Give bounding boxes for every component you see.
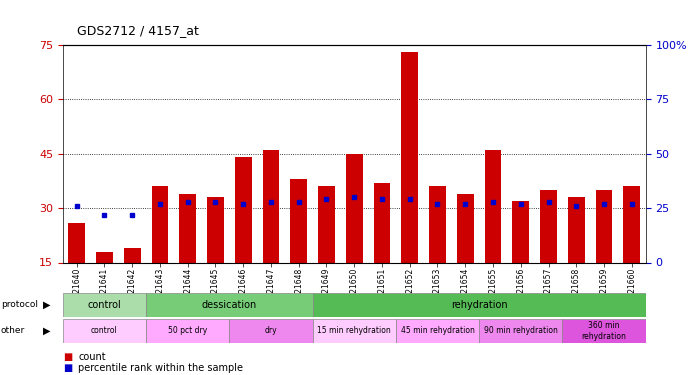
- Bar: [63, 319, 146, 343]
- Bar: [313, 292, 646, 317]
- Text: 45 min rehydration: 45 min rehydration: [401, 326, 475, 335]
- Text: protocol: protocol: [1, 300, 38, 309]
- Bar: [262, 150, 279, 262]
- Text: 90 min rehydration: 90 min rehydration: [484, 326, 558, 335]
- Bar: [568, 197, 585, 262]
- Bar: [401, 52, 418, 262]
- Bar: [207, 197, 224, 262]
- Bar: [373, 183, 390, 262]
- Text: ■: ■: [63, 363, 72, 373]
- Bar: [540, 190, 557, 262]
- Bar: [563, 319, 646, 343]
- Bar: [63, 292, 146, 317]
- Bar: [151, 186, 168, 262]
- Bar: [235, 158, 251, 262]
- Bar: [313, 319, 396, 343]
- Bar: [479, 319, 563, 343]
- Text: control: control: [91, 326, 118, 335]
- Text: count: count: [78, 352, 106, 362]
- Bar: [146, 319, 230, 343]
- Bar: [512, 201, 529, 262]
- Bar: [623, 186, 640, 262]
- Text: dessication: dessication: [202, 300, 257, 310]
- Text: other: other: [1, 326, 25, 335]
- Bar: [429, 186, 446, 262]
- Text: percentile rank within the sample: percentile rank within the sample: [78, 363, 243, 373]
- Bar: [124, 248, 140, 262]
- Text: 50 pct dry: 50 pct dry: [168, 326, 207, 335]
- Text: 15 min rehydration: 15 min rehydration: [318, 326, 391, 335]
- Bar: [230, 319, 313, 343]
- Text: 360 min
rehydration: 360 min rehydration: [581, 321, 627, 340]
- Bar: [96, 252, 113, 262]
- Bar: [68, 223, 85, 262]
- Text: control: control: [87, 300, 121, 310]
- Bar: [396, 319, 479, 343]
- Text: ▶: ▶: [43, 300, 51, 310]
- Text: rehydration: rehydration: [451, 300, 507, 310]
- Bar: [146, 292, 313, 317]
- Bar: [179, 194, 196, 262]
- Bar: [595, 190, 612, 262]
- Bar: [484, 150, 501, 262]
- Text: ■: ■: [63, 352, 72, 362]
- Bar: [457, 194, 473, 262]
- Text: dry: dry: [265, 326, 277, 335]
- Bar: [346, 154, 362, 262]
- Bar: [290, 179, 307, 262]
- Text: GDS2712 / 4157_at: GDS2712 / 4157_at: [77, 24, 199, 38]
- Text: ▶: ▶: [43, 326, 51, 336]
- Bar: [318, 186, 335, 262]
